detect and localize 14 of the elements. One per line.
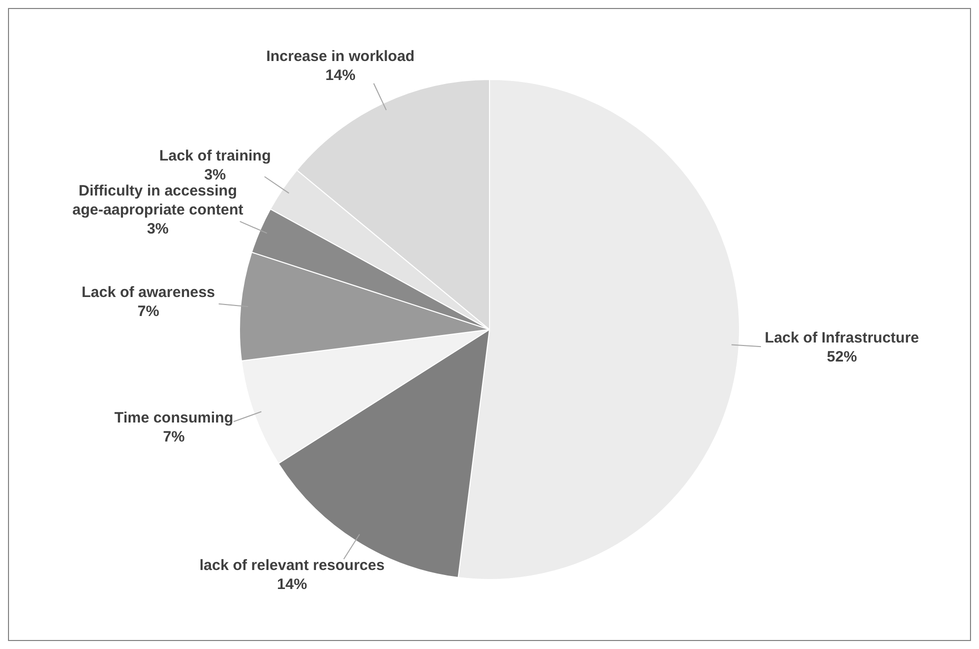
slice-label: Difficulty in accessing age-aapropriate content — [72, 182, 244, 218]
data-label: 3% — [204, 166, 226, 184]
data-label: 14% — [325, 66, 356, 84]
slice-label: Lack of awareness — [82, 284, 216, 301]
data-label: 52% — [826, 348, 857, 366]
slice-label: Time consuming — [114, 410, 234, 427]
data-label: 7% — [163, 428, 185, 446]
data-label: 14% — [277, 576, 308, 593]
data-label: 3% — [146, 220, 169, 238]
slice-label: Lack of Infrastructure — [764, 329, 920, 346]
slice-label: Lack of training — [159, 148, 271, 165]
slice-label: Increase in workload — [266, 48, 415, 65]
slice-label: lack of relevant resources — [199, 556, 385, 574]
data-label: 7% — [137, 302, 160, 320]
